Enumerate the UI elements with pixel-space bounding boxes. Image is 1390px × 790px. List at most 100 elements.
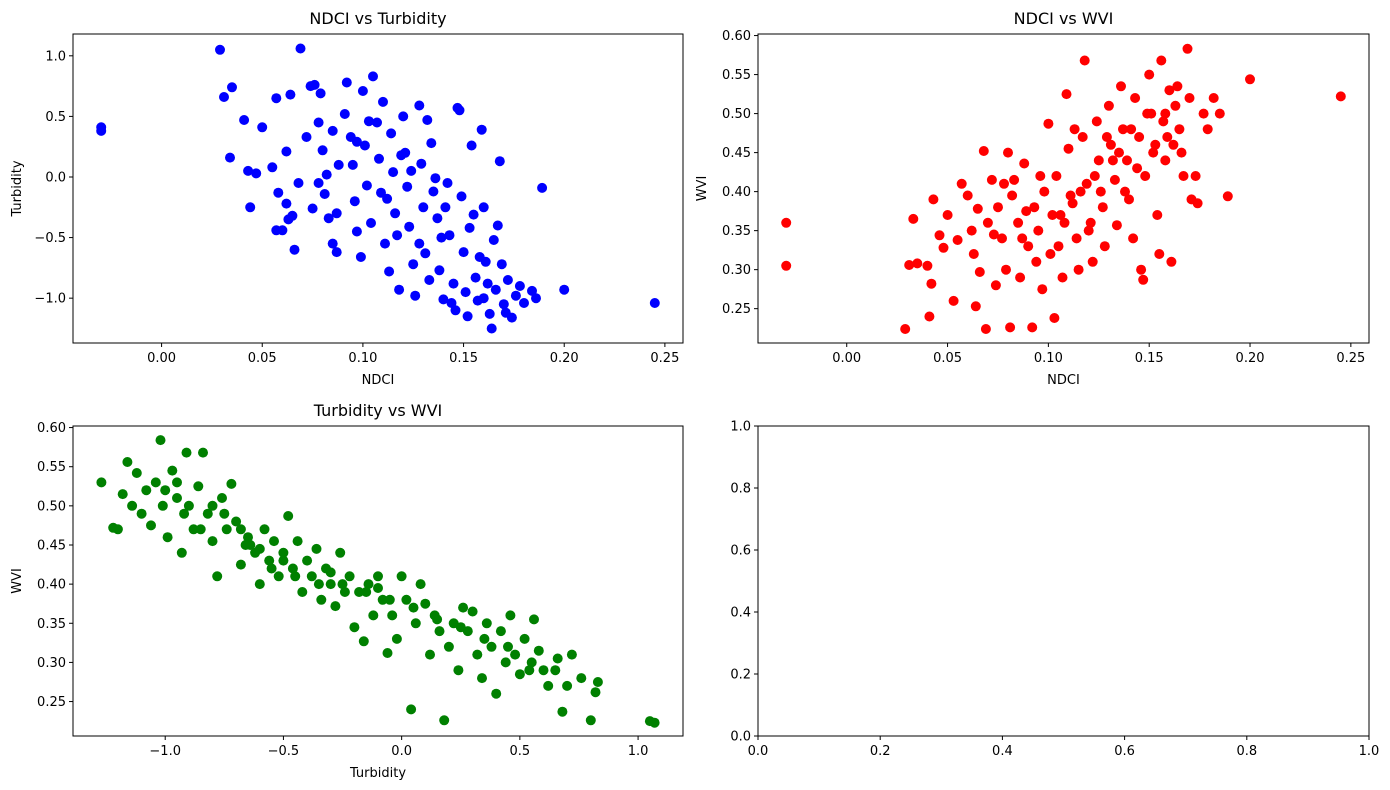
y-tick-label: 0.5 bbox=[45, 110, 66, 125]
x-tick-label: −1.0 bbox=[149, 744, 181, 759]
scatter-point bbox=[416, 158, 427, 169]
scatter-point bbox=[533, 645, 544, 656]
scatter-point bbox=[1083, 225, 1094, 236]
scatter-point bbox=[478, 202, 489, 213]
x-tick-label: 1.0 bbox=[628, 744, 649, 759]
scatter-point bbox=[295, 43, 306, 54]
chart-empty: 0.0 0.2 0.4 0.6 0.8 1.0 0.0 0.2 0.4 0.6 0.8 1.0 bbox=[730, 420, 1379, 760]
chart-title: NDCI vs Turbidity bbox=[309, 9, 446, 28]
x-tick-label: 0.6 bbox=[1114, 744, 1135, 759]
scatter-point bbox=[1136, 264, 1147, 275]
scatter-point bbox=[264, 555, 275, 566]
scatter-point bbox=[390, 208, 401, 219]
scatter-point bbox=[221, 524, 232, 535]
scatter-point bbox=[1021, 206, 1032, 217]
scatter-point bbox=[1015, 272, 1026, 283]
scatter-point bbox=[366, 218, 376, 228]
scatter-point bbox=[585, 715, 596, 726]
y-tick-label: 0.4 bbox=[730, 606, 751, 621]
scatter-point bbox=[313, 117, 324, 128]
scatter-point bbox=[1031, 256, 1042, 267]
scatter-point bbox=[1087, 256, 1098, 267]
scatter-point bbox=[225, 152, 235, 163]
x-tick-label: 0.20 bbox=[1236, 351, 1265, 366]
scatter-point bbox=[1019, 158, 1030, 169]
scatter-point bbox=[1152, 210, 1163, 220]
scatter-point bbox=[1055, 210, 1066, 220]
scatter-point bbox=[519, 298, 529, 308]
y-tick-label: 0.0 bbox=[730, 730, 751, 745]
scatter-point bbox=[1097, 202, 1108, 213]
y-tick-label: 1.0 bbox=[45, 49, 66, 64]
scatter-point bbox=[1192, 198, 1203, 209]
scatter-point bbox=[327, 238, 338, 249]
scatter-point bbox=[257, 122, 268, 133]
scatter-point bbox=[498, 299, 509, 310]
scatter-point bbox=[198, 447, 208, 458]
scatter-point bbox=[1035, 171, 1046, 181]
scatter-point bbox=[150, 477, 161, 488]
scatter-point bbox=[1093, 155, 1104, 166]
scatter-point bbox=[500, 307, 511, 318]
scatter-point bbox=[432, 614, 443, 625]
x-tick-label: 0.0 bbox=[748, 744, 769, 759]
scatter-point bbox=[1027, 322, 1038, 333]
scatter-point bbox=[900, 324, 911, 334]
scatter-point bbox=[1017, 233, 1028, 244]
scatter-point bbox=[297, 587, 308, 597]
scatter-point bbox=[231, 516, 242, 527]
scatter-point bbox=[422, 115, 433, 125]
scatter-point bbox=[316, 594, 327, 605]
scatter-point bbox=[1140, 171, 1151, 181]
scatter-point bbox=[325, 579, 336, 590]
x-tick-label: 0.00 bbox=[832, 351, 861, 366]
scatter-point bbox=[339, 109, 350, 119]
scatter-point bbox=[309, 79, 320, 90]
scatter-point bbox=[938, 242, 949, 253]
scatter-point bbox=[278, 547, 289, 558]
scatter-point bbox=[188, 524, 199, 535]
scatter-point bbox=[408, 602, 419, 613]
scatter-point bbox=[1051, 171, 1062, 181]
scatter-point bbox=[592, 677, 603, 687]
scatter-point bbox=[978, 146, 989, 156]
scatter-point bbox=[434, 265, 445, 276]
scatter-point bbox=[1148, 147, 1159, 158]
scatter-point bbox=[428, 186, 439, 197]
scatter-point bbox=[1045, 249, 1056, 259]
scatter-point bbox=[966, 225, 977, 236]
scatter-point bbox=[477, 673, 487, 684]
scatter-point bbox=[458, 247, 469, 258]
scatter-point bbox=[373, 571, 383, 582]
scatter-point bbox=[420, 598, 431, 609]
scatter-point bbox=[1190, 171, 1201, 181]
scatter-point bbox=[317, 145, 328, 156]
scatter-point bbox=[472, 649, 483, 660]
scatter-point bbox=[1178, 171, 1189, 181]
scatter-point bbox=[245, 540, 256, 550]
scatter-point bbox=[490, 284, 501, 295]
scatter-point bbox=[380, 238, 390, 249]
scatter-point bbox=[462, 311, 473, 322]
scatter-point bbox=[226, 478, 237, 489]
scatter-point bbox=[1009, 174, 1020, 185]
scatter-point bbox=[414, 100, 425, 111]
scatter-point bbox=[1105, 139, 1116, 150]
scatter-point bbox=[259, 524, 270, 535]
scatter-point bbox=[292, 536, 303, 547]
scatter-point bbox=[1111, 220, 1122, 231]
y-tick-label: 0.60 bbox=[37, 421, 66, 436]
scatter-point bbox=[478, 293, 489, 304]
scatter-point bbox=[349, 622, 360, 633]
scatter-point bbox=[904, 260, 915, 270]
scatter-point bbox=[1089, 171, 1100, 181]
scatter-point bbox=[781, 217, 792, 228]
scatter-point bbox=[401, 594, 412, 605]
y-tick-label: 0.8 bbox=[730, 482, 751, 497]
scatter-point bbox=[970, 301, 981, 312]
scatter-point bbox=[1124, 194, 1134, 205]
scatter-point bbox=[1047, 210, 1058, 220]
scatter-point bbox=[239, 115, 250, 125]
x-tick-label: 0.25 bbox=[1336, 351, 1365, 366]
